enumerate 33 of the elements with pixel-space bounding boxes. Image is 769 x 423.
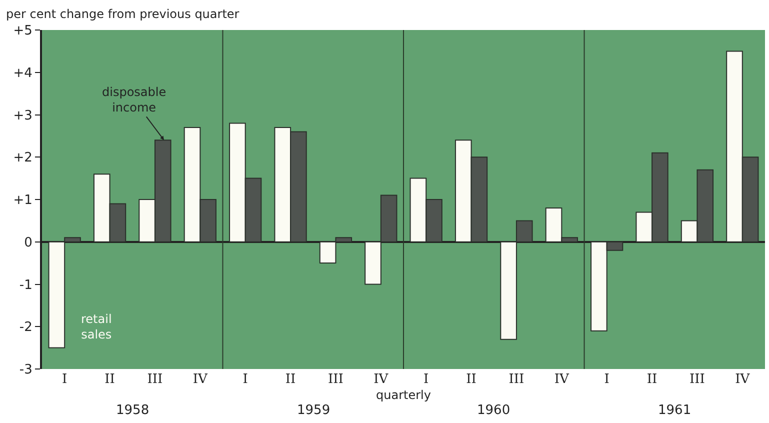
x-tick-label: IV xyxy=(374,372,389,387)
y-tick-label: +5 xyxy=(13,24,32,39)
x-tick-label: IV xyxy=(554,372,570,387)
text: 1958 xyxy=(116,403,150,418)
x-tick-label: I xyxy=(424,372,429,387)
y-tick-label: -2 xyxy=(19,320,32,336)
y-tick-label: 0 xyxy=(24,235,32,250)
x-tick-label: I xyxy=(62,372,68,387)
x-tick-label: II xyxy=(104,372,115,387)
x-tick-label: IV xyxy=(735,372,750,387)
x-tick-label: III xyxy=(328,372,344,387)
x-tick-label: I xyxy=(604,372,610,387)
x-tick-label: IV xyxy=(192,372,208,387)
text: disposable income xyxy=(102,85,166,115)
x-tick-label: II xyxy=(466,372,476,387)
y-axis-title: per cent change from previous quarter xyxy=(6,7,240,21)
x-tick-label: II xyxy=(646,372,658,387)
y-tick-label: +4 xyxy=(13,66,32,81)
x-tick-label: III xyxy=(508,372,524,387)
series-label: retail sales xyxy=(81,312,112,342)
x-tick-label: I xyxy=(242,372,248,387)
text: 1961 xyxy=(658,403,692,418)
text: 1959 xyxy=(297,403,330,418)
y-tick-label: +1 xyxy=(13,193,32,208)
x-tick-label: II xyxy=(285,372,296,387)
y-tick-label: +2 xyxy=(13,150,32,166)
x-tick-label: III xyxy=(147,372,163,387)
y-tick-label: +3 xyxy=(13,108,32,124)
x-tick-label: III xyxy=(690,372,705,387)
x-axis-title: quarterly xyxy=(376,388,431,402)
y-tick-label: -1 xyxy=(19,278,32,293)
text: 1960 xyxy=(477,403,510,418)
y-tick-label: -3 xyxy=(19,362,32,378)
